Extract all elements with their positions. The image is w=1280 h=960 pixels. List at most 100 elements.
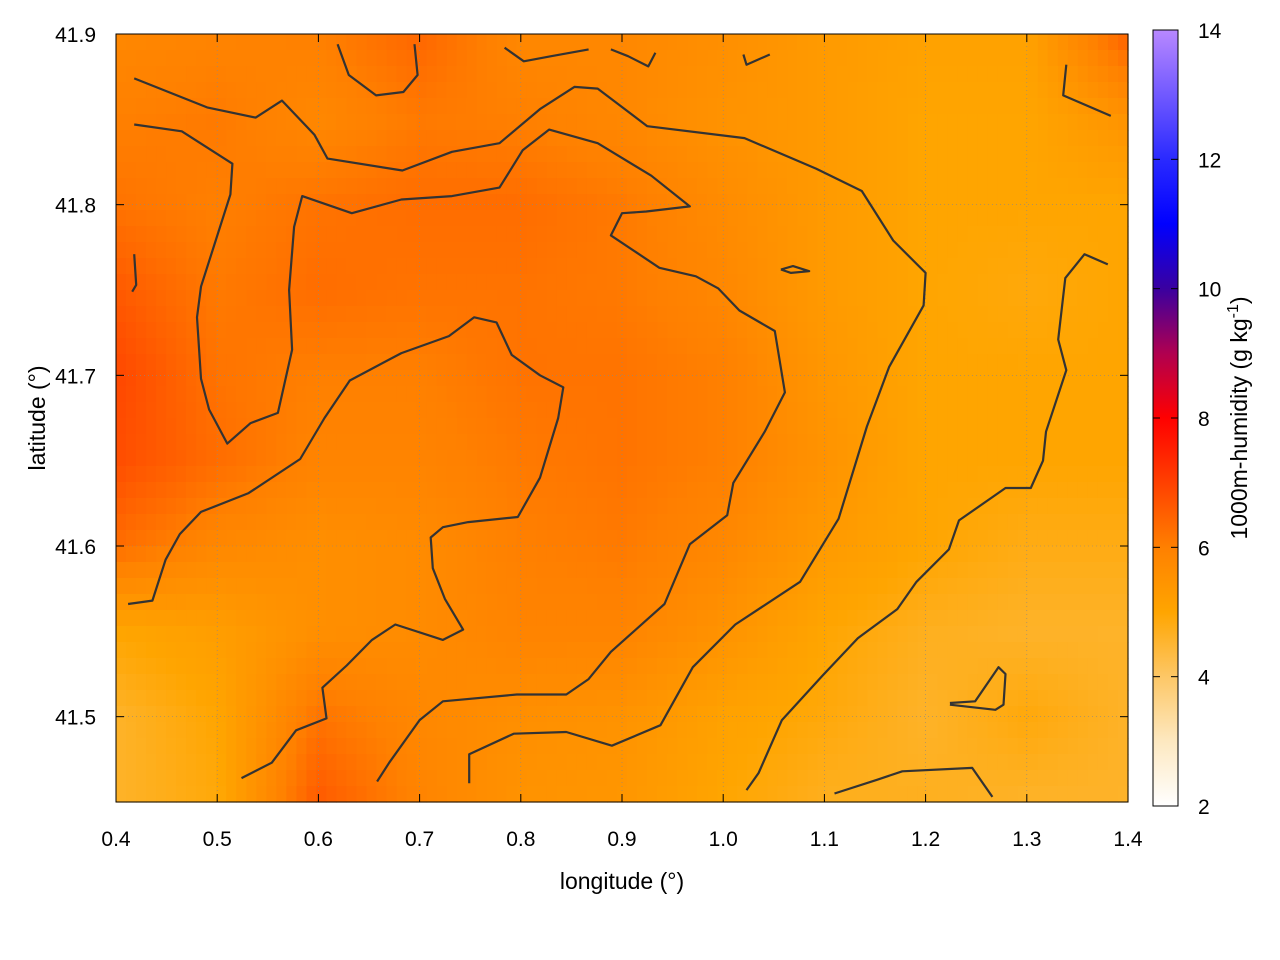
heatmap-cell <box>887 114 899 131</box>
heatmap-cell <box>476 210 488 227</box>
heatmap-cell <box>186 306 197 323</box>
heatmap-cell <box>176 306 187 323</box>
heatmap-cell <box>516 722 528 739</box>
heatmap-cell <box>386 642 398 659</box>
heatmap-cell <box>256 482 267 499</box>
heatmap-cell <box>156 738 167 755</box>
heatmap-cell <box>346 546 358 563</box>
heatmap-cell <box>957 626 969 643</box>
heatmap-cell <box>767 386 778 403</box>
heatmap-cell <box>246 194 257 211</box>
heatmap-cell <box>877 754 889 771</box>
heatmap-cell <box>486 274 498 291</box>
heatmap-cell <box>346 578 358 595</box>
heatmap-cell <box>586 434 598 451</box>
heatmap-cell <box>917 514 929 531</box>
heatmap-cell <box>326 178 337 195</box>
heatmap-cell <box>316 658 327 675</box>
heatmap-cell <box>667 146 678 163</box>
heatmap-cell <box>566 530 578 547</box>
heatmap-cell <box>877 498 889 515</box>
heatmap-cell <box>817 722 828 739</box>
heatmap-cell <box>657 114 668 131</box>
heatmap-cell <box>1047 50 1059 67</box>
heatmap-cell <box>727 610 738 627</box>
heatmap-cell <box>146 466 157 483</box>
heatmap-cell <box>797 162 808 179</box>
heatmap-cell <box>586 338 598 355</box>
heatmap-cell <box>226 354 237 371</box>
heatmap-cell <box>667 402 678 419</box>
heatmap-cell <box>787 50 798 67</box>
heatmap-cell <box>1037 66 1049 83</box>
heatmap-cell <box>687 162 698 179</box>
heatmap-cell <box>336 194 347 211</box>
heatmap-cell <box>536 642 548 659</box>
heatmap-cell <box>647 450 658 467</box>
heatmap-cell <box>627 178 638 195</box>
heatmap-cell <box>847 274 858 291</box>
heatmap-cell <box>837 706 848 723</box>
heatmap-cell <box>957 34 969 51</box>
heatmap-cell <box>907 50 919 67</box>
heatmap-cell <box>236 658 247 675</box>
heatmap-cell <box>867 242 879 259</box>
heatmap-cell <box>366 754 378 771</box>
heatmap-cell <box>717 546 728 563</box>
heatmap-cell <box>1027 434 1039 451</box>
heatmap-cell <box>637 386 648 403</box>
heatmap-cell <box>1097 706 1109 723</box>
heatmap-cell <box>346 242 358 259</box>
heatmap-cell <box>166 162 177 179</box>
heatmap-cell <box>887 210 899 227</box>
heatmap-cell <box>576 466 588 483</box>
heatmap-cell <box>967 146 979 163</box>
contour-line <box>336 43 419 97</box>
heatmap-cell <box>637 466 648 483</box>
heatmap-cell <box>526 178 538 195</box>
heatmap-cell <box>1077 306 1089 323</box>
heatmap-cell <box>847 482 858 499</box>
heatmap-cell <box>647 690 658 707</box>
heatmap-cell <box>1017 450 1029 467</box>
heatmap-cell <box>1037 354 1049 371</box>
heatmap-cell <box>436 50 448 67</box>
heatmap-cell <box>797 306 808 323</box>
heatmap-cell <box>306 514 317 531</box>
contour-line <box>134 123 787 783</box>
heatmap-cell <box>166 706 177 723</box>
x-tick-label: 1.2 <box>911 828 940 851</box>
heatmap-cell <box>677 690 688 707</box>
heatmap-cell <box>366 130 378 147</box>
heatmap-cell <box>797 610 808 627</box>
heatmap-cell <box>356 418 368 435</box>
heatmap-cell <box>516 482 528 499</box>
heatmap-cell <box>737 418 748 435</box>
heatmap-cell <box>1118 722 1129 739</box>
heatmap-cell <box>226 402 237 419</box>
heatmap-cell <box>436 658 448 675</box>
heatmap-cell <box>1087 354 1099 371</box>
heatmap-cell <box>1037 610 1049 627</box>
heatmap-cell <box>516 418 528 435</box>
heatmap-cell <box>546 66 558 83</box>
heatmap-cell <box>1077 770 1089 787</box>
heatmap-cell <box>1027 466 1039 483</box>
heatmap-cell <box>927 498 939 515</box>
heatmap-cell <box>667 530 678 547</box>
heatmap-cell <box>747 402 758 419</box>
heatmap-cell <box>256 194 267 211</box>
heatmap-cell <box>156 194 167 211</box>
heatmap-cell <box>276 338 287 355</box>
heatmap-cell <box>476 386 488 403</box>
heatmap-cell <box>1007 626 1019 643</box>
heatmap-cell <box>376 82 388 99</box>
heatmap-cell <box>827 338 838 355</box>
heatmap-cell <box>827 770 838 787</box>
heatmap-cell <box>847 354 858 371</box>
heatmap-cell <box>546 274 558 291</box>
heatmap-cell <box>937 290 949 307</box>
heatmap-cell <box>757 498 768 515</box>
heatmap-cell <box>1118 162 1129 179</box>
heatmap-cell <box>787 642 798 659</box>
